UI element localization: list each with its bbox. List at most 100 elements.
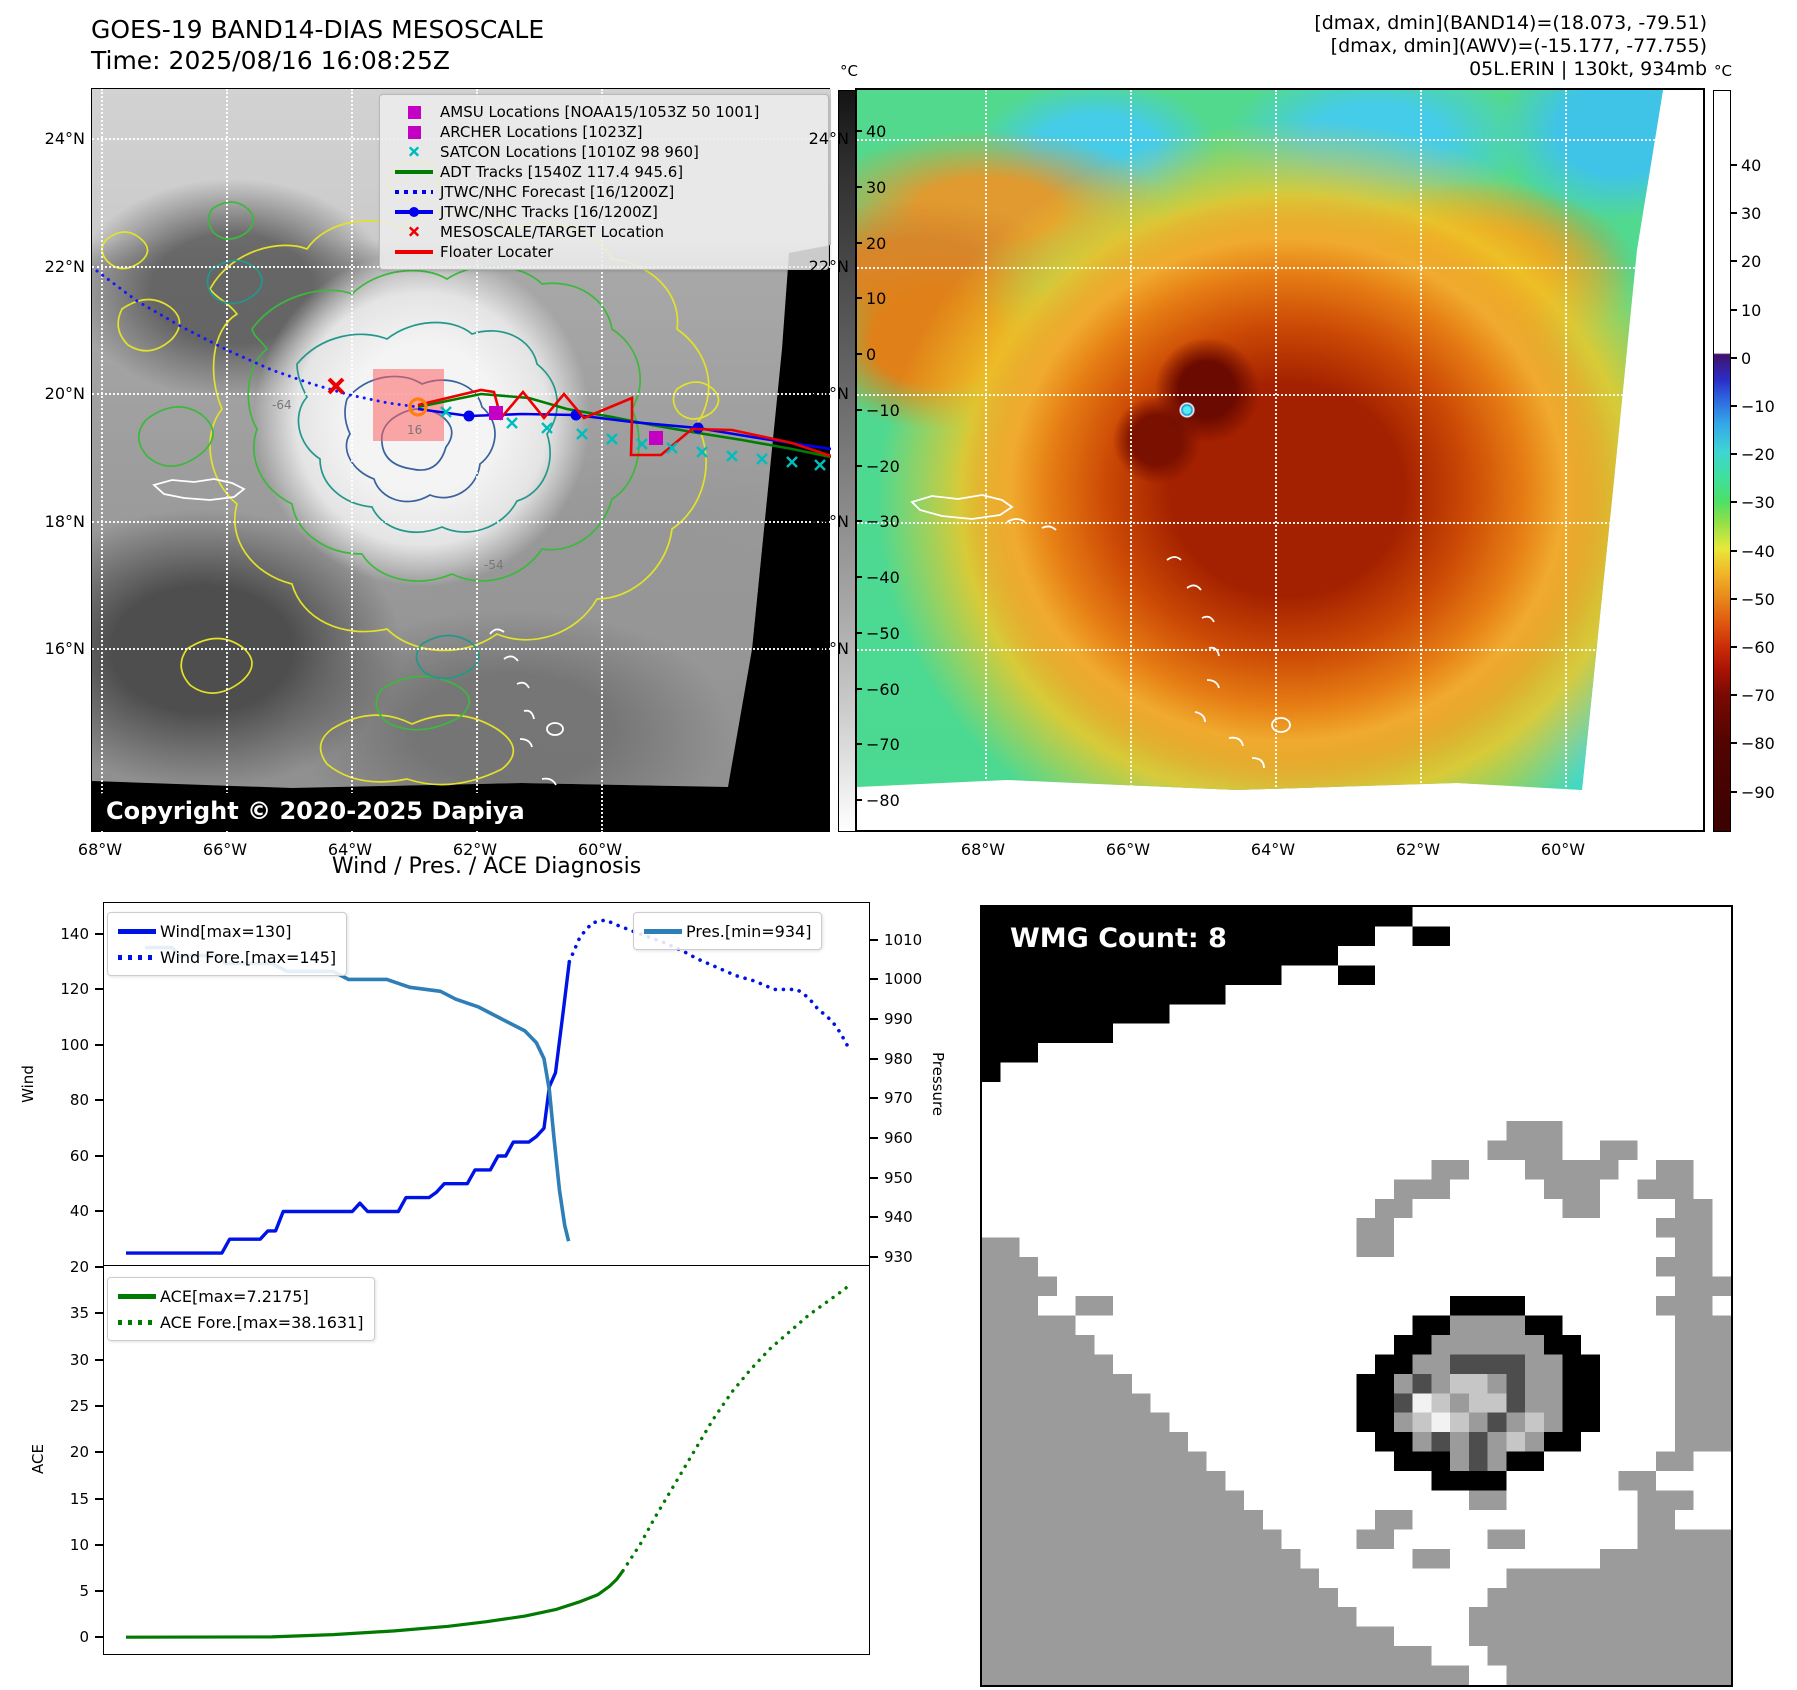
ir-cb-tickmark: [1731, 356, 1737, 359]
wind-ticklabel: 140: [60, 924, 89, 943]
ir-cb-ticklabel: 20: [1741, 252, 1762, 272]
wmg-cell-run: [1656, 1451, 1694, 1472]
ir-cb-ticklabel: −30: [1741, 493, 1775, 513]
ir-vgrid: [985, 90, 987, 790]
band14-cb-tickmark: [856, 576, 862, 578]
map-legend-label: SATCON Locations [1010Z 98 960]: [440, 143, 699, 161]
contour-label: 16: [407, 423, 423, 437]
ace-ticklabel: 0: [79, 1628, 89, 1647]
wmg-cell-run: [1637, 1509, 1675, 1530]
satcon-x-marker: [726, 450, 738, 462]
wmg-cell-run: [1468, 1490, 1507, 1510]
ir-cb-tickmark: [1731, 164, 1737, 166]
ace-ticklabel: 25: [69, 1396, 89, 1415]
wind-ticklabel: 120: [60, 980, 89, 999]
band14-lon-label: 64°W: [327, 840, 373, 859]
ace-tickmark: [95, 1312, 103, 1315]
dotted-line-icon: [388, 190, 440, 194]
band14-hgrid: [92, 648, 831, 650]
wmg-cell-run: [1637, 1490, 1694, 1510]
wmg-panel: WMG Count: 8: [980, 905, 1733, 1687]
wmg-cell-run: [1375, 1432, 1413, 1452]
band14-cb-ticklabel: −30: [866, 512, 900, 532]
band14-map-legend: AMSU Locations [NOAA15/1053Z 50 1001] ARC…: [379, 94, 829, 270]
ir-lat-label: 22°N: [808, 257, 849, 276]
line-icon: [388, 250, 440, 254]
wmg-cell-run: [1487, 1140, 1563, 1160]
pressure-ticklabel: 950: [884, 1168, 913, 1187]
band14-cb-tickmark: [856, 185, 862, 188]
wmg-cell-run: [1375, 1198, 1413, 1219]
wmg-cell-run: [1562, 1373, 1600, 1394]
wmg-cell-run: [1431, 1373, 1451, 1394]
wmg-cell-run: [1506, 1451, 1544, 1472]
band14-cb-ticklabel: −20: [866, 456, 900, 476]
line-icon: [114, 1293, 160, 1299]
ace-plot: [125, 1282, 853, 1639]
band14-cb-tickmark: [856, 353, 862, 355]
ir-hgrid: [857, 522, 1663, 524]
chart-legend-item: ACE Fore.[max=38.1631]: [114, 1309, 364, 1335]
wmg-cell-run: [1618, 1471, 1657, 1491]
band14-cb-tickmark: [856, 687, 862, 690]
map-legend-label: AMSU Locations [NOAA15/1053Z 50 1001]: [440, 103, 760, 121]
band14-cb-tickmark: [856, 241, 862, 244]
map-legend-item: Floater Locater: [388, 242, 820, 262]
ir-cb-tickmark: [1731, 308, 1737, 311]
wmg-cell-run: [1450, 1315, 1526, 1335]
wmg-cell-run: [1543, 1334, 1582, 1355]
legend-line-sample: [644, 928, 682, 934]
wmg-cell-run: [982, 1646, 1432, 1666]
ir-cb-tickmark: [1731, 405, 1737, 407]
chart-legend-item: Pres.[min=934]: [640, 918, 811, 944]
ir-cb-tickmark: [1731, 453, 1737, 456]
wmg-cell-run: [1487, 1529, 1526, 1549]
legend-line-marker: [395, 170, 433, 174]
wmg-cell-run: [1656, 1296, 1713, 1316]
satcon-x-marker: [541, 422, 553, 434]
map-legend-item: JTWC/NHC Forecast [16/1200Z]: [388, 182, 820, 202]
x-icon: ✕: [388, 142, 440, 161]
wmg-cell-run: [1393, 1393, 1413, 1413]
map-legend-label: ADT Tracks [1540Z 117.4 945.6]: [440, 163, 684, 181]
band14-cb-tickmark: [856, 130, 862, 132]
wmg-cell-run: [1525, 1159, 1619, 1180]
wmg-cell-run: [982, 965, 1282, 985]
ir-hgrid: [857, 139, 1663, 141]
legend-square-marker: [407, 105, 421, 119]
satcon-x-marker: [756, 453, 768, 465]
map-legend-label: MESOSCALE/TARGET Location: [440, 223, 665, 241]
band14-cb-tickmark: [856, 408, 862, 411]
band14-cb-tickmark: [856, 464, 862, 467]
ace-tickmark: [95, 1404, 103, 1407]
wmg-cell-run: [1450, 1451, 1469, 1472]
wind-ticklabel: 20: [69, 1258, 89, 1276]
wmg-cell-run: [1543, 1179, 1600, 1199]
legend-x-marker: ✕: [407, 142, 421, 161]
pressure-tickmark: [870, 978, 878, 981]
dotted-line-icon: [114, 954, 160, 960]
wmg-cell-run: [1450, 1393, 1469, 1413]
chart-legend-label: ACE[max=7.2175]: [160, 1286, 309, 1306]
ir-cb-ticklabel: −10: [1741, 397, 1775, 416]
wmg-cell-run: [1674, 1198, 1713, 1219]
map-legend-item: JTWC/NHC Tracks [16/1200Z]: [388, 202, 820, 222]
wmg-cell-run: [1674, 1412, 1731, 1433]
ace-tickmark: [95, 1636, 103, 1639]
ace-tickmark: [95, 1497, 103, 1500]
wmg-cell-run: [982, 1451, 1207, 1472]
wmg-cell-run: [1356, 1412, 1394, 1433]
amsu-square-marker: [489, 406, 503, 420]
band14-cb-tickmark: [856, 631, 862, 634]
wmg-cell-run: [1412, 1393, 1432, 1413]
satcon-x-marker: [506, 417, 518, 429]
wmg-cell-run: [1450, 1373, 1488, 1394]
wmg-cell-run: [1393, 1451, 1451, 1472]
wmg-cell-run: [1637, 1179, 1694, 1199]
ir-coastlines: [910, 494, 1291, 769]
wmg-cell-run: [1356, 1218, 1394, 1238]
band14-cb-ticklabel: −40: [866, 568, 900, 587]
wmg-cell-run: [982, 1004, 1170, 1024]
wmg-cell-run: [1562, 1354, 1600, 1374]
pressure-legend: Pres.[min=934]: [633, 912, 823, 950]
